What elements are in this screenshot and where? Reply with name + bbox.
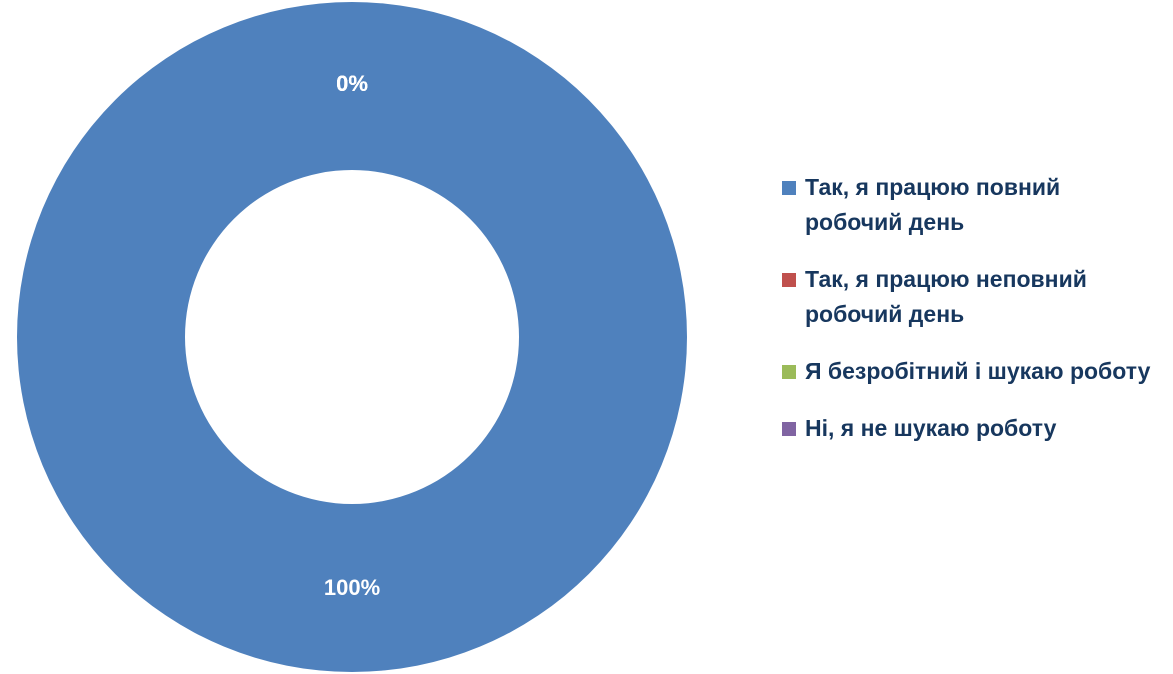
donut-slice: [17, 2, 687, 672]
legend-swatch: [782, 422, 796, 436]
legend-item: Так, я працюю повний робочий день: [782, 170, 1167, 240]
legend: Так, я працюю повний робочий день Так, я …: [782, 170, 1167, 446]
legend-swatch: [782, 273, 796, 287]
chart: 100%0%0%0%: [17, 2, 687, 672]
legend-swatch: [782, 365, 796, 379]
legend-label: Так, я працюю неповний робочий день: [805, 266, 1087, 327]
data-label: 0%: [336, 71, 368, 96]
legend-item: Так, я працюю неповний робочий день: [782, 262, 1167, 332]
data-label: 100%: [324, 575, 380, 600]
data-label: 0%: [336, 71, 368, 96]
legend-label: Я безробітний і шукаю роботу: [805, 358, 1151, 384]
legend-label: Так, я працюю повний робочий день: [805, 174, 1061, 235]
data-label: 0%: [336, 71, 368, 96]
legend-label: Ні, я не шукаю роботу: [805, 415, 1057, 441]
legend-item: Я безробітний і шукаю роботу: [782, 354, 1167, 389]
legend-item: Ні, я не шукаю роботу: [782, 411, 1167, 446]
legend-swatch: [782, 181, 796, 195]
